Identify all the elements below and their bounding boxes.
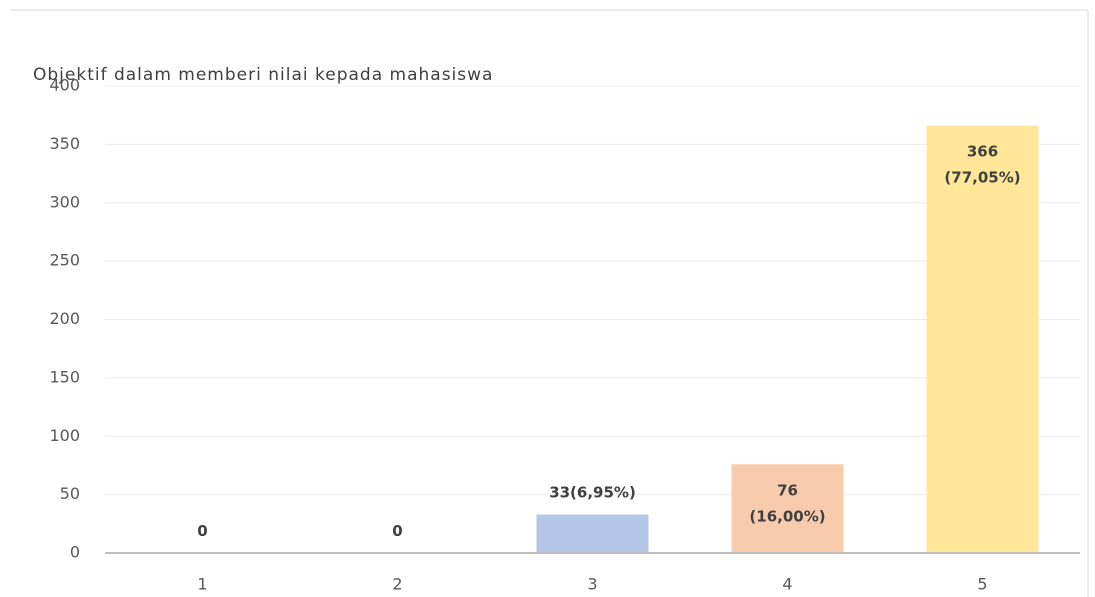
chart-title: Objektif dalam memberi nilai kepada maha…	[33, 65, 493, 85]
y-tick-label: 200	[49, 309, 80, 328]
y-tick-label: 250	[49, 251, 80, 270]
x-tick-label: 1	[197, 575, 207, 594]
y-tick-label: 150	[49, 367, 80, 386]
data-label: 33(6,95%)	[549, 483, 636, 501]
data-label: 0	[197, 522, 207, 540]
y-tick-label: 50	[60, 484, 80, 503]
bar	[536, 514, 649, 553]
data-label-line: (16,00%)	[749, 507, 825, 525]
bar	[926, 125, 1039, 553]
data-label-line: 76	[777, 481, 798, 499]
data-label: 366 (77,05%)	[944, 142, 1020, 186]
x-tick-label: 3	[587, 575, 597, 594]
y-tick-label: 0	[70, 543, 80, 562]
x-tick-label: 4	[782, 575, 792, 594]
y-tick-label: 350	[49, 134, 80, 153]
y-tick-label: 100	[49, 426, 80, 445]
y-tick-label: 400	[49, 76, 80, 95]
data-label-line: 33(6,95%)	[549, 483, 636, 501]
y-tick-label: 300	[49, 192, 80, 211]
data-label-line: (77,05%)	[944, 168, 1020, 186]
bar	[731, 464, 844, 553]
x-tick-label: 2	[392, 575, 402, 594]
data-label-line: 0	[197, 522, 207, 540]
data-label-line: 0	[392, 522, 402, 540]
data-label: 0	[392, 522, 402, 540]
x-tick-label: 5	[977, 575, 987, 594]
data-label: 76 (16,00%)	[749, 481, 825, 525]
data-label-line: 366	[967, 142, 998, 160]
